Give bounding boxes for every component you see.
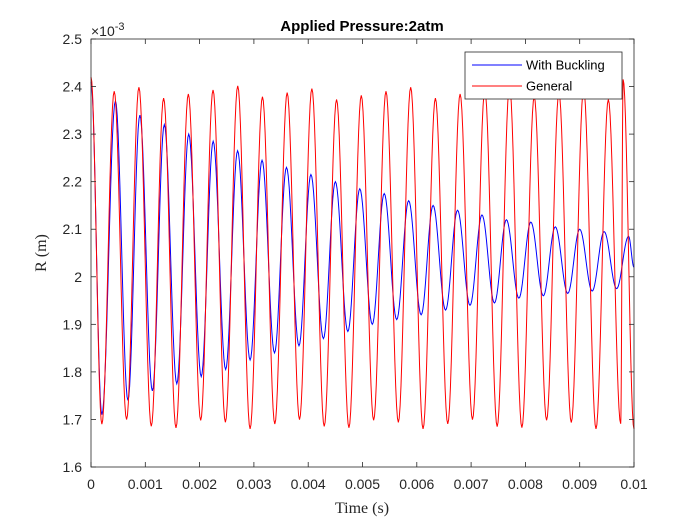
legend-label-general: General (526, 79, 572, 94)
y-tick-label: 2.5 (63, 31, 83, 47)
y-tick-label: 2 (74, 269, 82, 285)
x-tick-label: 0.007 (454, 476, 489, 492)
tick-layer: 0 0.001 0.002 0.003 0.004 0.005 0.006 0.007 0.00… (63, 31, 648, 492)
legend-box (464, 51, 623, 100)
y-tick-label: 1.7 (63, 411, 83, 427)
y-tick-label: 2.3 (63, 126, 83, 142)
series-line-with-buckling (90, 81, 635, 415)
y-tick-label: 1.9 (63, 316, 83, 332)
x-tick-label: 0.006 (399, 476, 434, 492)
x-tick-label: 0.001 (128, 476, 163, 492)
x-tick-label: 0.003 (236, 476, 271, 492)
y-tick-label: 2.4 (63, 79, 83, 95)
series-layer (90, 76, 635, 430)
series-line-general (90, 76, 635, 430)
x-axis-label: Time (s) (335, 500, 389, 517)
y-axis-multiplier: ×10-3 (91, 21, 125, 39)
x-tick-label: 0.009 (562, 476, 597, 492)
chart-title: Applied Pressure:2atm (280, 18, 443, 35)
x-tick-label: 0.01 (620, 476, 647, 492)
legend-label-with-buckling: With Buckling (526, 58, 605, 73)
x-tick-label: 0.004 (291, 476, 326, 492)
y-tick-label: 1.6 (63, 459, 83, 475)
y-tick-label: 2.2 (63, 174, 83, 190)
x-tick-label: 0.008 (508, 476, 543, 492)
y-axis-label: R (m) (33, 234, 50, 272)
legend: With Buckling General (464, 51, 623, 100)
x-tick-label: 0.005 (345, 476, 380, 492)
y-tick-label: 1.8 (63, 364, 83, 380)
x-tick-label: 0 (87, 476, 95, 492)
y-tick-label: 2.1 (63, 221, 83, 237)
x-tick-label: 0.002 (182, 476, 217, 492)
